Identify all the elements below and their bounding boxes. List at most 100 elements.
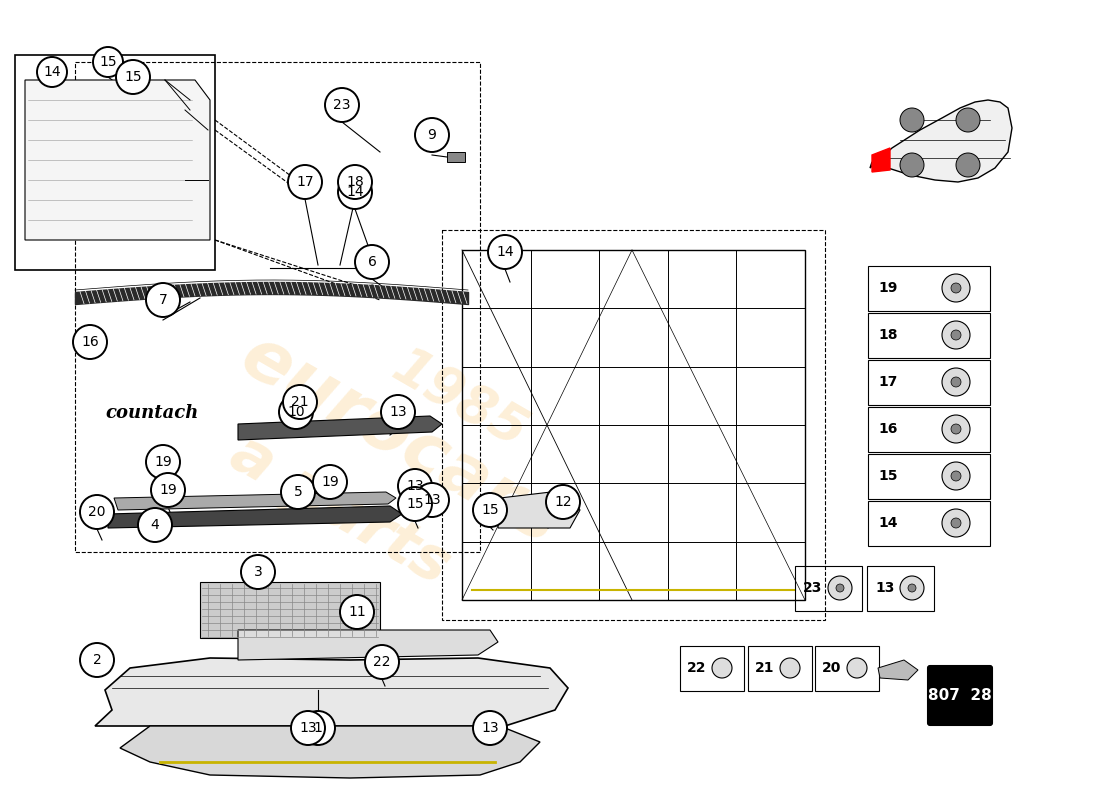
Text: 6: 6 (367, 255, 376, 269)
Polygon shape (238, 630, 498, 660)
Bar (868, 454, 990, 499)
Polygon shape (25, 80, 210, 240)
Text: 21: 21 (292, 395, 309, 409)
Text: 19: 19 (154, 455, 172, 469)
FancyBboxPatch shape (928, 666, 992, 725)
Circle shape (942, 274, 970, 302)
Text: 17: 17 (878, 375, 898, 389)
Polygon shape (870, 100, 1012, 182)
Polygon shape (120, 726, 540, 778)
Text: 15: 15 (124, 70, 142, 84)
Circle shape (900, 153, 924, 177)
Text: 13: 13 (874, 581, 894, 595)
Text: 2: 2 (92, 653, 101, 667)
Circle shape (828, 576, 852, 600)
Text: a parts: a parts (220, 424, 460, 596)
Polygon shape (878, 660, 918, 680)
Text: 15: 15 (406, 497, 424, 511)
Bar (868, 501, 990, 546)
Polygon shape (498, 490, 580, 528)
Bar (868, 360, 990, 405)
Bar (680, 646, 744, 691)
Text: 14: 14 (43, 65, 60, 79)
Circle shape (151, 473, 185, 507)
Circle shape (241, 555, 275, 589)
Circle shape (355, 245, 389, 279)
Text: 4: 4 (151, 518, 160, 532)
Text: 12: 12 (554, 495, 572, 509)
Polygon shape (95, 658, 568, 726)
Circle shape (279, 395, 313, 429)
Circle shape (488, 235, 522, 269)
Circle shape (84, 657, 100, 673)
Circle shape (942, 462, 970, 490)
Bar (868, 313, 990, 358)
Circle shape (836, 584, 844, 592)
Text: 1985: 1985 (383, 341, 537, 459)
Bar (15, 55, 214, 270)
Circle shape (952, 424, 961, 434)
Circle shape (288, 165, 322, 199)
Text: 19: 19 (321, 475, 339, 489)
Circle shape (146, 445, 180, 479)
Circle shape (473, 711, 507, 745)
Text: 23: 23 (333, 98, 351, 112)
Circle shape (292, 711, 324, 745)
Bar (868, 266, 990, 311)
Text: 10: 10 (287, 405, 305, 419)
Text: 14: 14 (878, 516, 898, 530)
Text: 13: 13 (481, 721, 498, 735)
Circle shape (338, 165, 372, 199)
Text: 13: 13 (424, 493, 441, 507)
Bar (795, 566, 862, 611)
Circle shape (415, 118, 449, 152)
Circle shape (900, 108, 924, 132)
Circle shape (956, 108, 980, 132)
Circle shape (381, 395, 415, 429)
Text: 1: 1 (314, 721, 322, 735)
Text: 15: 15 (878, 469, 898, 483)
Bar (867, 566, 934, 611)
Text: 19: 19 (160, 483, 177, 497)
Circle shape (398, 487, 432, 521)
Text: 11: 11 (348, 605, 366, 619)
Text: 19: 19 (878, 281, 898, 295)
Text: 18: 18 (346, 175, 364, 189)
Text: 807  28: 807 28 (928, 687, 992, 702)
Circle shape (301, 711, 336, 745)
Circle shape (146, 283, 180, 317)
Circle shape (80, 643, 114, 677)
Text: 5: 5 (294, 485, 302, 499)
Text: 9: 9 (428, 128, 437, 142)
Circle shape (952, 518, 961, 528)
Circle shape (942, 415, 970, 443)
Circle shape (37, 57, 67, 87)
Text: 13: 13 (389, 405, 407, 419)
Circle shape (712, 658, 732, 678)
Bar (462, 250, 805, 600)
Text: 22: 22 (373, 655, 390, 669)
Polygon shape (238, 416, 442, 440)
Text: 22: 22 (688, 661, 706, 675)
Circle shape (952, 330, 961, 340)
Text: eurocars: eurocars (229, 321, 571, 559)
Text: 15: 15 (481, 503, 498, 517)
Circle shape (942, 509, 970, 537)
Text: 23: 23 (803, 581, 823, 595)
Circle shape (138, 508, 172, 542)
Circle shape (80, 495, 114, 529)
Text: 15: 15 (99, 55, 117, 69)
Circle shape (847, 658, 867, 678)
Circle shape (338, 175, 372, 209)
Circle shape (283, 385, 317, 419)
Text: 14: 14 (346, 185, 364, 199)
Text: 18: 18 (878, 328, 898, 342)
Text: 13: 13 (299, 721, 317, 735)
Circle shape (952, 283, 961, 293)
Polygon shape (108, 506, 402, 528)
Circle shape (546, 485, 580, 519)
Text: 14: 14 (496, 245, 514, 259)
Circle shape (415, 483, 449, 517)
Text: 7: 7 (158, 293, 167, 307)
Circle shape (956, 153, 980, 177)
